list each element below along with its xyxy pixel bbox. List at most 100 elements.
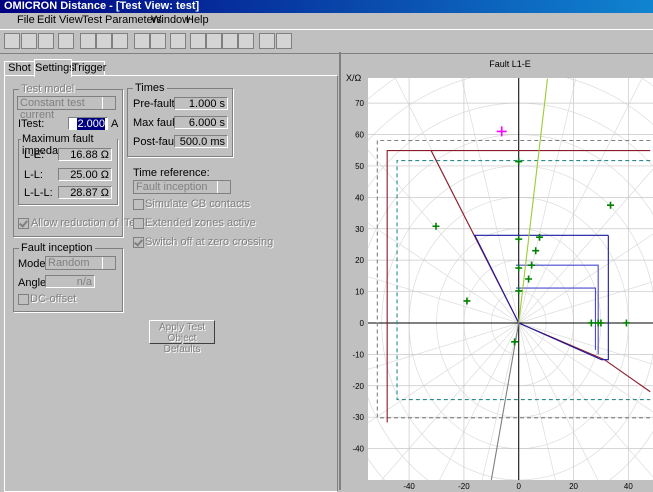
current-point xyxy=(496,126,507,137)
checkbox-label: Switch off at zero crossing xyxy=(145,236,274,248)
field-value: 2.000 xyxy=(77,118,105,130)
label: ITest: xyxy=(18,118,45,130)
checkbox xyxy=(133,199,144,210)
group-label: Test model xyxy=(19,83,77,95)
y-tick-label: 0 xyxy=(360,319,365,328)
y-tick-label: -40 xyxy=(352,445,364,454)
label: L-L: xyxy=(24,169,43,181)
label: Angle: xyxy=(18,277,50,289)
x-tick-label: 40 xyxy=(624,482,633,490)
y-tick-label: 20 xyxy=(355,256,364,265)
tool-button[interactable] xyxy=(134,33,150,49)
unit: A xyxy=(111,118,119,130)
menu-item[interactable]: Window xyxy=(151,14,191,26)
tool-button[interactable] xyxy=(38,33,54,49)
menu-item[interactable]: View xyxy=(59,14,83,26)
test-point xyxy=(597,319,605,327)
tool-button[interactable] xyxy=(206,33,222,49)
tab-active[interactable]: Settings xyxy=(34,59,75,77)
tool-button[interactable] xyxy=(21,33,37,49)
tool-button[interactable] xyxy=(150,33,166,49)
tool-button[interactable] xyxy=(112,33,128,49)
x-tick-label: 0 xyxy=(516,482,521,490)
text-field: n/a xyxy=(45,275,95,288)
tool-button[interactable] xyxy=(190,33,206,49)
y-tick-label: -10 xyxy=(352,350,364,359)
y-tick-label: 40 xyxy=(355,193,364,202)
window-title: OMICRON Distance - [Test View: test] xyxy=(4,0,200,12)
group-box: Test model xyxy=(13,83,123,237)
checkbox-label: Extended zones active xyxy=(145,217,256,229)
label: L-L-L: xyxy=(24,187,53,199)
test-point xyxy=(607,201,615,209)
zone-line xyxy=(386,149,651,423)
test-point xyxy=(515,158,523,166)
checkbox-label: Simulate CB contacts xyxy=(145,198,251,210)
tab[interactable]: Trigger xyxy=(71,61,107,76)
x-tick-label: 20 xyxy=(569,482,578,490)
x-tick-label: -20 xyxy=(458,482,470,490)
zone-line xyxy=(430,150,651,393)
group-box: Fault inception xyxy=(13,242,123,312)
tool-button[interactable] xyxy=(238,33,254,49)
test-point xyxy=(432,222,440,230)
menu-item[interactable]: Edit xyxy=(37,14,56,26)
test-point xyxy=(587,319,595,327)
test-point xyxy=(525,275,533,283)
y-tick-label: 30 xyxy=(355,225,364,234)
tool-button[interactable] xyxy=(4,33,20,49)
tool-button[interactable] xyxy=(80,33,96,49)
y-tick-label: 60 xyxy=(355,131,364,140)
zone-line xyxy=(518,78,549,324)
plot-marks xyxy=(376,78,651,480)
label: Max fault: xyxy=(133,117,181,129)
text-field[interactable]: 2.000 xyxy=(68,117,108,130)
tool-button[interactable] xyxy=(276,33,292,49)
checkbox-label: Allow reduction of ITest xyxy=(31,217,145,229)
y-tick-label: 10 xyxy=(355,288,364,297)
text-field: 500.0 ms xyxy=(174,135,228,148)
zone-line xyxy=(490,322,520,480)
combo-box: Fault inception xyxy=(133,180,231,194)
group-box: Times xyxy=(127,82,233,157)
checkbox xyxy=(18,294,29,305)
label: Mode: xyxy=(18,258,49,270)
apply-button[interactable]: Apply Test Object Defaults xyxy=(149,320,215,355)
label: Pre-fault: xyxy=(133,98,178,110)
combo-box: Random xyxy=(45,256,116,270)
tool-button[interactable] xyxy=(96,33,112,49)
grid xyxy=(368,78,653,480)
y-tick-label: -30 xyxy=(352,413,364,422)
plot-area xyxy=(368,78,653,480)
checkbox-label: DC-offset xyxy=(30,293,77,305)
menu-item[interactable]: Parameters xyxy=(105,14,162,26)
menu-item[interactable]: Test xyxy=(82,14,103,26)
test-point xyxy=(622,319,630,327)
checkbox xyxy=(133,218,144,229)
splitter xyxy=(339,52,341,490)
menu-bar: File Edit View Test Parameters Window He… xyxy=(0,13,653,28)
chart: Fault L1-E X/Ω -40 -30 -20 -10 0 10 20 30 40 50 60… xyxy=(346,59,653,490)
test-point xyxy=(463,297,471,305)
group-label: Fault inception xyxy=(19,242,95,254)
zone-line xyxy=(396,160,651,401)
menu-item[interactable]: Help xyxy=(186,14,209,26)
text-field: 25.00 Ω xyxy=(58,168,112,181)
text-field: 28.87 Ω xyxy=(58,186,112,199)
text-field: 16.88 Ω xyxy=(58,148,112,161)
tool-button[interactable] xyxy=(58,33,74,49)
test-point xyxy=(515,235,523,243)
y-tick-label: 70 xyxy=(355,99,364,108)
menu-item[interactable]: File xyxy=(17,14,35,26)
test-point xyxy=(532,247,540,255)
y-axis-label: X/Ω xyxy=(346,73,362,83)
test-point xyxy=(528,261,536,269)
tab[interactable]: Shot xyxy=(4,61,35,76)
y-tick-label: 50 xyxy=(355,162,364,171)
zone-line xyxy=(515,287,597,350)
tool-button[interactable] xyxy=(222,33,238,49)
group-label: Times xyxy=(133,82,167,94)
tool-button[interactable] xyxy=(259,33,275,49)
x-tick-label: -40 xyxy=(403,482,415,490)
tool-button[interactable] xyxy=(170,33,186,49)
